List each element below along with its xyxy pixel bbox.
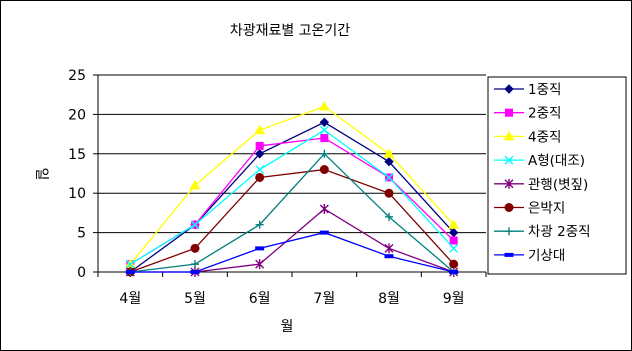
data-point <box>320 134 329 143</box>
data-point <box>254 149 265 159</box>
series-line <box>130 152 455 273</box>
series-layer <box>124 101 460 277</box>
chart-title: 차광재료별 고온기간 <box>230 23 350 39</box>
data-point <box>384 172 394 182</box>
data-point <box>255 259 265 270</box>
data-point <box>255 220 264 229</box>
data-point <box>384 156 394 167</box>
data-point <box>384 188 394 198</box>
series-line <box>129 129 455 265</box>
legend-label: 은박지 <box>528 201 565 217</box>
data-point <box>504 252 514 257</box>
data-point <box>255 165 265 175</box>
data-point <box>190 270 200 274</box>
legend-label: 기상대 <box>528 248 565 264</box>
y-tick-label: 20 <box>68 107 86 123</box>
gridlines <box>98 74 486 234</box>
data-point <box>384 243 394 254</box>
x-tick-label: 4월 <box>119 291 141 307</box>
data-point <box>504 84 514 94</box>
data-point <box>385 212 393 221</box>
legend-item: 4중직 <box>494 129 561 145</box>
series-2 <box>126 134 458 269</box>
series-line <box>130 231 454 273</box>
data-point <box>191 260 199 269</box>
data-point <box>449 259 459 269</box>
y-tick-label: 5 <box>77 226 86 242</box>
data-point <box>319 117 330 127</box>
data-point <box>125 270 135 274</box>
y-tick-label: 15 <box>68 147 86 163</box>
x-tick-label: 8월 <box>378 291 400 307</box>
legend-item: 2중직 <box>494 106 561 122</box>
series-line <box>129 105 455 265</box>
series-3 <box>124 101 460 269</box>
data-point <box>505 227 513 236</box>
x-axis-label: 월 <box>281 319 294 335</box>
data-point <box>320 149 329 158</box>
x-tick-label: 5월 <box>184 291 206 307</box>
legend-item: 차광 2중직 <box>494 224 591 240</box>
data-point <box>255 246 265 251</box>
data-point <box>505 108 513 117</box>
y-axis-ticks: 0 5 10 15 20 25 <box>68 68 98 281</box>
data-point <box>318 101 330 111</box>
y-axis-label: 일 <box>33 168 49 181</box>
data-point <box>384 254 394 259</box>
series-8 <box>125 230 459 274</box>
data-point <box>449 270 459 274</box>
data-point <box>255 172 265 182</box>
y-tick-label: 25 <box>68 68 86 84</box>
data-point <box>189 179 201 190</box>
legend-label: 4중직 <box>528 129 561 145</box>
data-point <box>255 141 264 150</box>
y-tick-label: 0 <box>77 265 86 281</box>
legend-item: 은박지 <box>494 201 565 217</box>
data-point <box>449 243 459 253</box>
data-point <box>125 259 135 269</box>
data-point <box>319 230 329 235</box>
data-point <box>190 220 200 230</box>
legend-item: 1중직 <box>494 82 561 98</box>
data-point <box>254 124 266 135</box>
series-line <box>129 121 455 273</box>
legend-item: 관행(볏짚) <box>494 177 588 193</box>
legend-label: 관행(볏짚) <box>528 177 588 193</box>
legend-label: 차광 2중직 <box>528 224 591 240</box>
data-point <box>504 203 514 212</box>
legend-label: 2중직 <box>528 106 561 122</box>
series-line <box>130 168 455 273</box>
data-point <box>319 203 329 214</box>
series-line <box>129 137 455 265</box>
x-tick-label: 9월 <box>443 291 465 307</box>
legend-label: A형(대조) <box>528 153 585 169</box>
data-point <box>448 219 460 229</box>
data-point <box>190 243 200 253</box>
data-point <box>504 155 514 165</box>
data-point <box>503 130 515 141</box>
data-point <box>449 236 458 245</box>
legend-item: A형(대조) <box>494 153 585 169</box>
y-tick-label: 10 <box>68 186 86 202</box>
data-point <box>504 178 514 189</box>
x-tick-label: 6월 <box>249 291 271 307</box>
series-7 <box>126 149 458 276</box>
data-point <box>319 125 329 135</box>
legend-item: 기상대 <box>494 248 565 264</box>
data-point <box>319 165 329 175</box>
x-axis-ticks: 4월 5월 6월 7월 8월 9월 <box>97 272 487 307</box>
data-point <box>383 148 395 158</box>
series-4 <box>125 125 459 269</box>
legend-label: 1중직 <box>528 82 561 98</box>
x-tick-label: 7월 <box>313 291 335 307</box>
